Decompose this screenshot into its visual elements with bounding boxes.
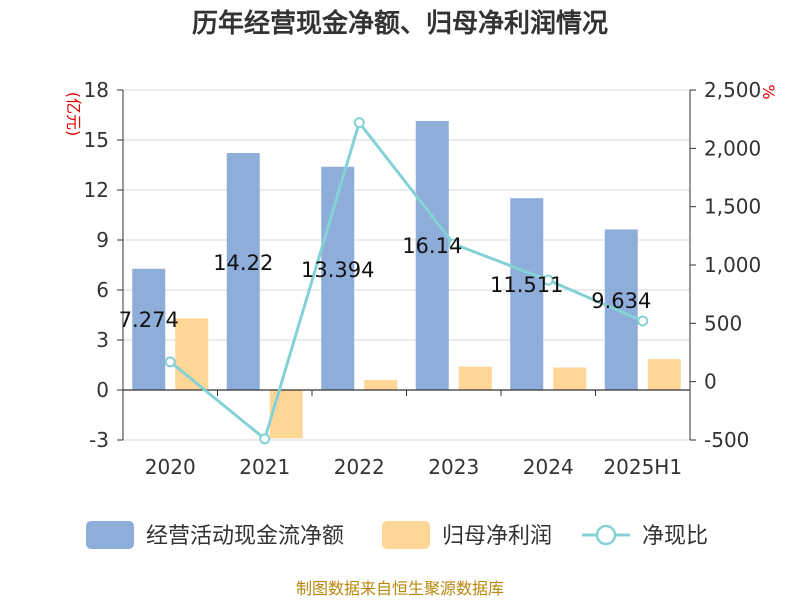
bar-net-profit [269,390,303,439]
chart-title: 历年经营现金净额、归母净利润情况 [192,8,608,39]
ratio-line-path [169,119,644,442]
x-tick-label: 2022 [334,455,385,479]
ratio-point [259,433,271,445]
bar-value-label: 7.274 [119,308,179,332]
ratio-point [542,274,554,286]
right-tick-label: 2,500 [704,78,761,102]
left-tick-label: 6 [96,278,109,302]
bar-cash-flow [415,121,449,390]
left-tick-label: 3 [96,328,109,352]
bar-net-profit [647,359,681,390]
right-axis-unit: % [759,84,778,99]
left-tick-label: 0 [96,378,109,402]
bar-net-profit [553,367,587,390]
left-tick-label: -3 [89,428,109,452]
right-tick-label: 500 [704,311,742,335]
right-tick-label: 2,000 [704,136,761,160]
x-tick-label: 2023 [428,455,479,479]
grid-lines [123,89,690,441]
x-tick-label: 2020 [145,455,196,479]
bars [132,121,681,439]
legend-label: 净现比 [642,524,708,549]
legend-label: 归母净利润 [442,524,552,549]
bar-net-profit [364,380,398,390]
left-tick-label: 12 [84,178,109,202]
bar-cash-flow [226,153,260,390]
bar-value-label: 16.14 [402,234,462,258]
legend-swatch [382,521,430,549]
legend-line-marker [595,524,617,546]
ratio-point [637,315,649,327]
ratio-point [353,117,365,129]
legend-label: 经营活动现金流净额 [146,524,344,549]
bar-cash-flow [321,166,355,390]
right-tick-label: 0 [704,370,717,394]
left-tick-label: 18 [84,78,109,102]
ratio-point [164,356,176,368]
left-axis-unit: (亿元) [64,92,83,137]
right-tick-label: -500 [704,428,749,452]
bar-net-profit [458,366,492,390]
x-tick-label: 2025H1 [603,455,682,479]
ratio-line [164,117,649,445]
x-tick-label: 2021 [239,455,290,479]
legend: 经营活动现金流净额 归母净利润 净现比 [86,521,708,549]
bar-value-label: 14.22 [213,251,273,275]
legend-swatch [86,521,134,549]
right-tick-label: 1,500 [704,195,761,219]
ratio-point [448,238,460,250]
bar-cash-flow [604,229,638,390]
axes: -3 0 3 6 9 12 15 18 -500 0 500 1,000 1,500 2,000 2,500… [84,78,762,479]
left-tick-label: 9 [96,228,109,252]
bar-value-label: 13.394 [301,258,374,282]
source-note: 制图数据来自恒生聚源数据库 [296,579,504,598]
bar-value-label: 11.511 [490,273,563,297]
left-tick-label: 15 [84,128,109,152]
bar-cash-flow [132,268,166,390]
bar-labels: 7.274 14.22 13.394 16.14 11.511 9.634 [119,234,652,332]
right-tick-label: 1,000 [704,253,761,277]
bar-cash-flow [510,198,544,390]
bar-value-label: 9.634 [591,289,651,313]
x-tick-label: 2024 [523,455,574,479]
